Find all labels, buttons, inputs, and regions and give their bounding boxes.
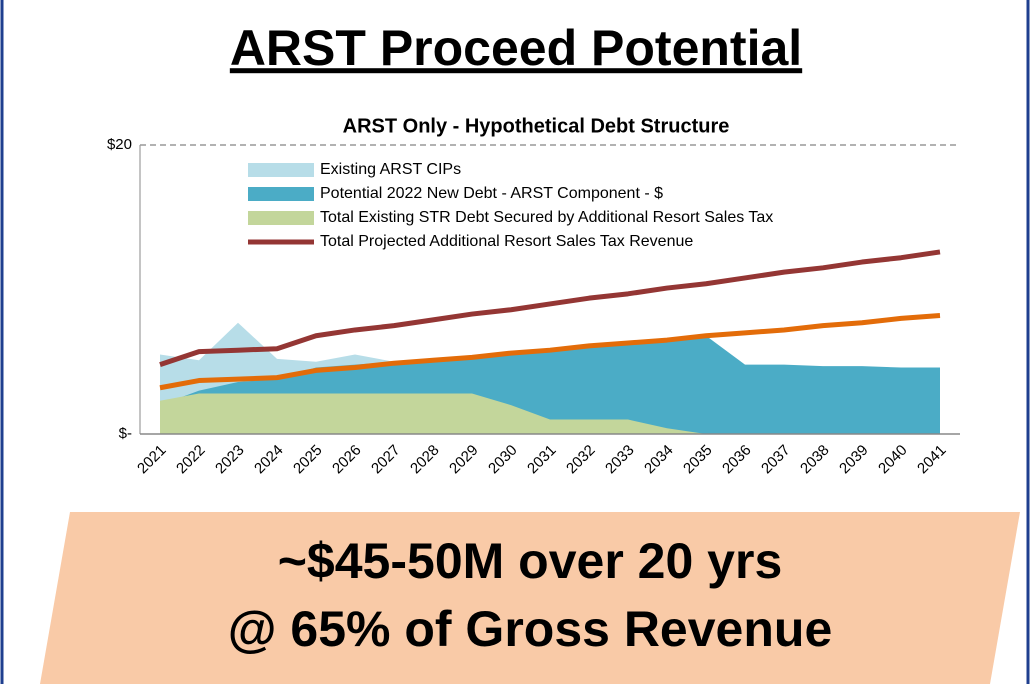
banner bbox=[40, 512, 1020, 684]
banner-line: ~$45-50M over 20 yrs bbox=[278, 533, 783, 589]
legend-swatch bbox=[248, 163, 314, 177]
legend-swatch bbox=[248, 187, 314, 201]
legend-label: Total Existing STR Debt Secured by Addit… bbox=[320, 209, 773, 226]
area bbox=[160, 393, 940, 434]
slide-title: ARST Proceed Potential bbox=[230, 20, 802, 76]
y-tick-label: $20 bbox=[107, 136, 132, 153]
banner-line: @ 65% of Gross Revenue bbox=[228, 601, 833, 657]
line bbox=[159, 249, 941, 368]
line bbox=[159, 313, 941, 391]
legend-swatch bbox=[248, 211, 314, 225]
y-tick-label: $- bbox=[119, 425, 132, 442]
legend-label: Existing ARST CIPs bbox=[320, 161, 461, 178]
chart-title: ARST Only - Hypothetical Debt Structure bbox=[343, 115, 730, 137]
legend-label: Potential 2022 New Debt - ARST Component… bbox=[320, 185, 663, 202]
legend-label: Total Projected Additional Resort Sales … bbox=[320, 233, 693, 250]
